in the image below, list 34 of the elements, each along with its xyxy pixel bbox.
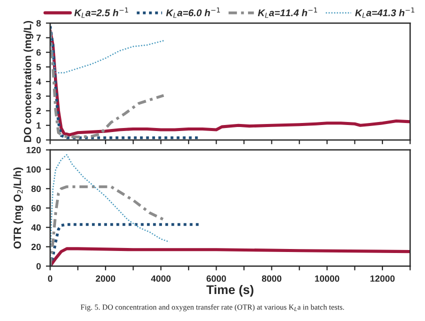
legend-label: K$_{L}$a=41.3 h$^{−1}$ bbox=[355, 7, 414, 18]
y-axis-title: DO concentration (mg/L) bbox=[24, 20, 34, 142]
x-tick-label: 6000 bbox=[206, 275, 226, 282]
y-tick-label: 0 bbox=[36, 136, 41, 144]
x-tick-label: 4000 bbox=[151, 275, 171, 282]
legend-label: K$_{L}$a=11.4 h$^{−1}$ bbox=[258, 7, 318, 18]
y-tick-label: 40 bbox=[31, 224, 41, 231]
line-series bbox=[50, 223, 202, 266]
x-tick-label: 2000 bbox=[96, 275, 116, 282]
line-series bbox=[50, 28, 410, 136]
y-axis-title: OTR (mg O$_{2}$/L/h) bbox=[13, 168, 24, 249]
x-tick-label: 10000 bbox=[315, 275, 340, 282]
y-tick-label: 4 bbox=[36, 78, 42, 85]
y-tick-label: 60 bbox=[31, 204, 41, 212]
x-tick-label: 12000 bbox=[370, 275, 395, 282]
y-tick-label: 3 bbox=[36, 93, 41, 100]
x-axis-title: Time (s) bbox=[206, 284, 254, 297]
y-tick-label: 20 bbox=[31, 244, 41, 250]
y-tick-label: 120 bbox=[26, 146, 41, 154]
y-tick-label: 100 bbox=[26, 166, 41, 173]
y-tick-label: 5 bbox=[36, 64, 41, 70]
y-tick-label: 80 bbox=[31, 186, 41, 192]
y-tick-label: 2 bbox=[36, 108, 41, 114]
x-tick-label: 8000 bbox=[262, 275, 282, 282]
legend-label: K$_{L}$a=2.5 h$^{−1}$ bbox=[74, 7, 128, 18]
y-tick-label: 8 bbox=[36, 20, 41, 26]
line-series bbox=[50, 29, 166, 138]
legend-label: K$_{L}$a=6.0 h$^{−1}$ bbox=[166, 7, 220, 18]
y-tick-label: 7 bbox=[36, 34, 41, 41]
line-series bbox=[50, 185, 166, 266]
y-tick-label: 0 bbox=[36, 263, 41, 270]
y-tick-label: 6 bbox=[36, 49, 41, 56]
y-tick-label: 1 bbox=[36, 122, 41, 129]
x-tick-label: 0 bbox=[48, 275, 52, 282]
